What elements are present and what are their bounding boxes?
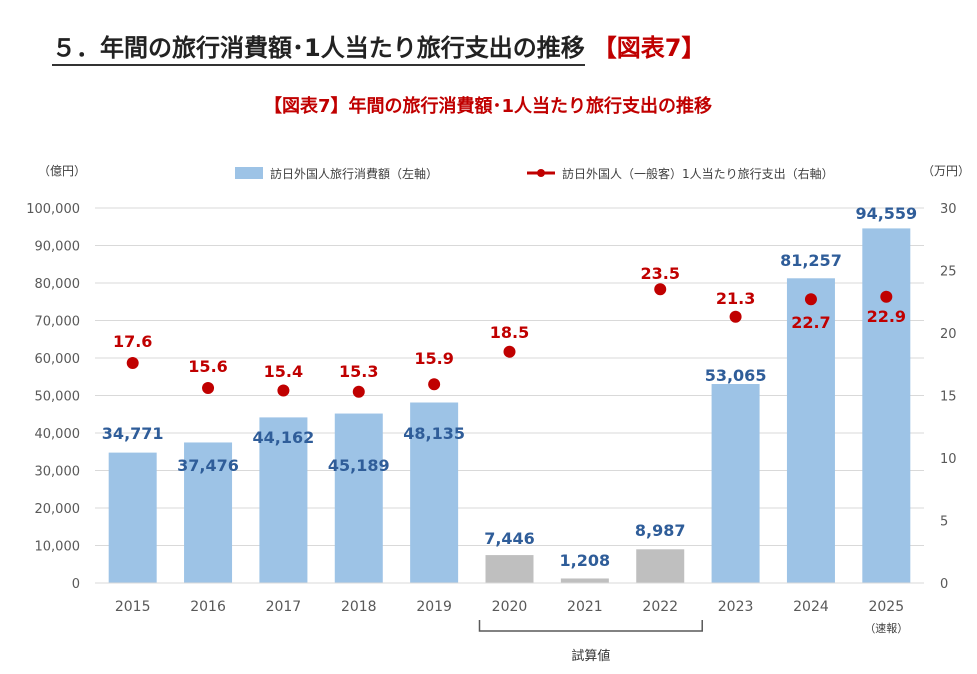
line-point [428, 378, 441, 391]
bar-data-label: 53,065 [705, 366, 767, 385]
bar-data-label: 44,162 [253, 428, 315, 447]
line-point [352, 385, 365, 398]
line-data-label: 21.3 [716, 289, 755, 308]
bar [560, 578, 609, 583]
line-data-label: 18.5 [490, 323, 529, 342]
y-left-tick: 50,000 [35, 390, 81, 405]
y-left-tick: 80,000 [35, 277, 81, 292]
y-left-tick: 60,000 [35, 352, 81, 367]
x-tick: 2022 [642, 599, 678, 615]
bar [410, 402, 459, 583]
bar [259, 417, 308, 583]
y-right-tick: 15 [940, 390, 957, 405]
x-tick: 2023 [718, 599, 754, 615]
x-tick: 2019 [416, 599, 452, 615]
bar-data-label: 34,771 [102, 424, 164, 443]
y-left-label: （億円） [38, 164, 86, 178]
y-left-tick: 30,000 [35, 465, 81, 480]
y-right-tick: 0 [940, 577, 948, 592]
y-left-tick: 40,000 [35, 427, 81, 442]
line-data-label: 15.9 [414, 349, 453, 368]
line-data-label: 15.3 [339, 362, 378, 381]
line-point [804, 293, 817, 306]
estimate-label: 試算値 [571, 648, 610, 664]
y-right-tick: 30 [940, 202, 957, 217]
bar [184, 442, 233, 583]
heading-tag: 【図表7】 [592, 34, 706, 62]
heading-text: ５．年間の旅行消費額･1人当たり旅行支出の推移 [52, 34, 585, 66]
x-tick-note: （速報） [864, 622, 908, 635]
bar-data-label: 81,257 [780, 251, 842, 270]
bar-data-label: 48,135 [403, 424, 465, 443]
line-point [503, 345, 516, 358]
line-point [277, 384, 290, 397]
bar [334, 413, 383, 583]
y-left-tick: 10,000 [35, 540, 81, 555]
line-point [729, 310, 742, 323]
legend-bar-label: 訪日外国人旅行消費額（左軸） [270, 166, 438, 181]
y-left-tick: 90,000 [35, 240, 81, 255]
x-tick: 2016 [190, 599, 226, 615]
y-left-tick: 20,000 [35, 502, 81, 517]
y-right-label: （万円） [922, 164, 970, 178]
y-left-tick: 0 [72, 577, 80, 592]
bar-data-label: 8,987 [635, 521, 686, 540]
line-data-label: 22.7 [791, 313, 830, 332]
bar [636, 549, 685, 583]
line-data-label: 15.6 [188, 357, 227, 376]
line-point [880, 290, 893, 303]
estimate-bracket [478, 620, 703, 632]
x-tick: 2017 [266, 599, 302, 615]
x-tick: 2015 [115, 599, 151, 615]
bar [711, 384, 760, 583]
x-tick: 2021 [567, 599, 603, 615]
bar-data-label: 45,189 [328, 456, 390, 475]
page-heading: ５．年間の旅行消費額･1人当たり旅行支出の推移 【図表7】 [52, 28, 706, 66]
y-right-tick: 10 [940, 452, 957, 467]
bar [862, 228, 911, 583]
bar-data-label: 1,208 [560, 551, 611, 570]
line-point [126, 357, 139, 369]
bar-data-label: 94,559 [855, 204, 917, 223]
bar-data-label: 37,476 [177, 456, 239, 475]
line-data-label: 23.5 [640, 264, 679, 283]
bar-data-label: 7,446 [484, 529, 535, 548]
line-point [654, 283, 667, 296]
bar [485, 555, 534, 583]
x-tick: 2025 [868, 599, 904, 615]
x-tick: 2018 [341, 599, 377, 615]
y-right-tick: 20 [940, 327, 957, 342]
x-tick: 2024 [793, 599, 829, 615]
y-left-tick: 100,000 [26, 202, 80, 217]
y-right-tick: 5 [940, 515, 948, 530]
line-data-label: 17.6 [113, 332, 152, 351]
bar [108, 452, 157, 583]
line-data-label: 22.9 [867, 307, 906, 326]
chart-title: 【図表7】年間の旅行消費額･1人当たり旅行支出の推移 [264, 95, 712, 117]
legend-line-marker [537, 169, 545, 177]
legend-bar-swatch [235, 167, 263, 179]
bar [786, 278, 835, 583]
y-left-tick: 70,000 [35, 315, 81, 330]
line-point [202, 382, 215, 394]
x-tick: 2020 [492, 599, 528, 615]
y-right-tick: 25 [940, 265, 957, 280]
legend-line-label: 訪日外国人（一般客）1人当たり旅行支出（右軸） [562, 166, 834, 181]
line-data-label: 15.4 [264, 362, 303, 381]
